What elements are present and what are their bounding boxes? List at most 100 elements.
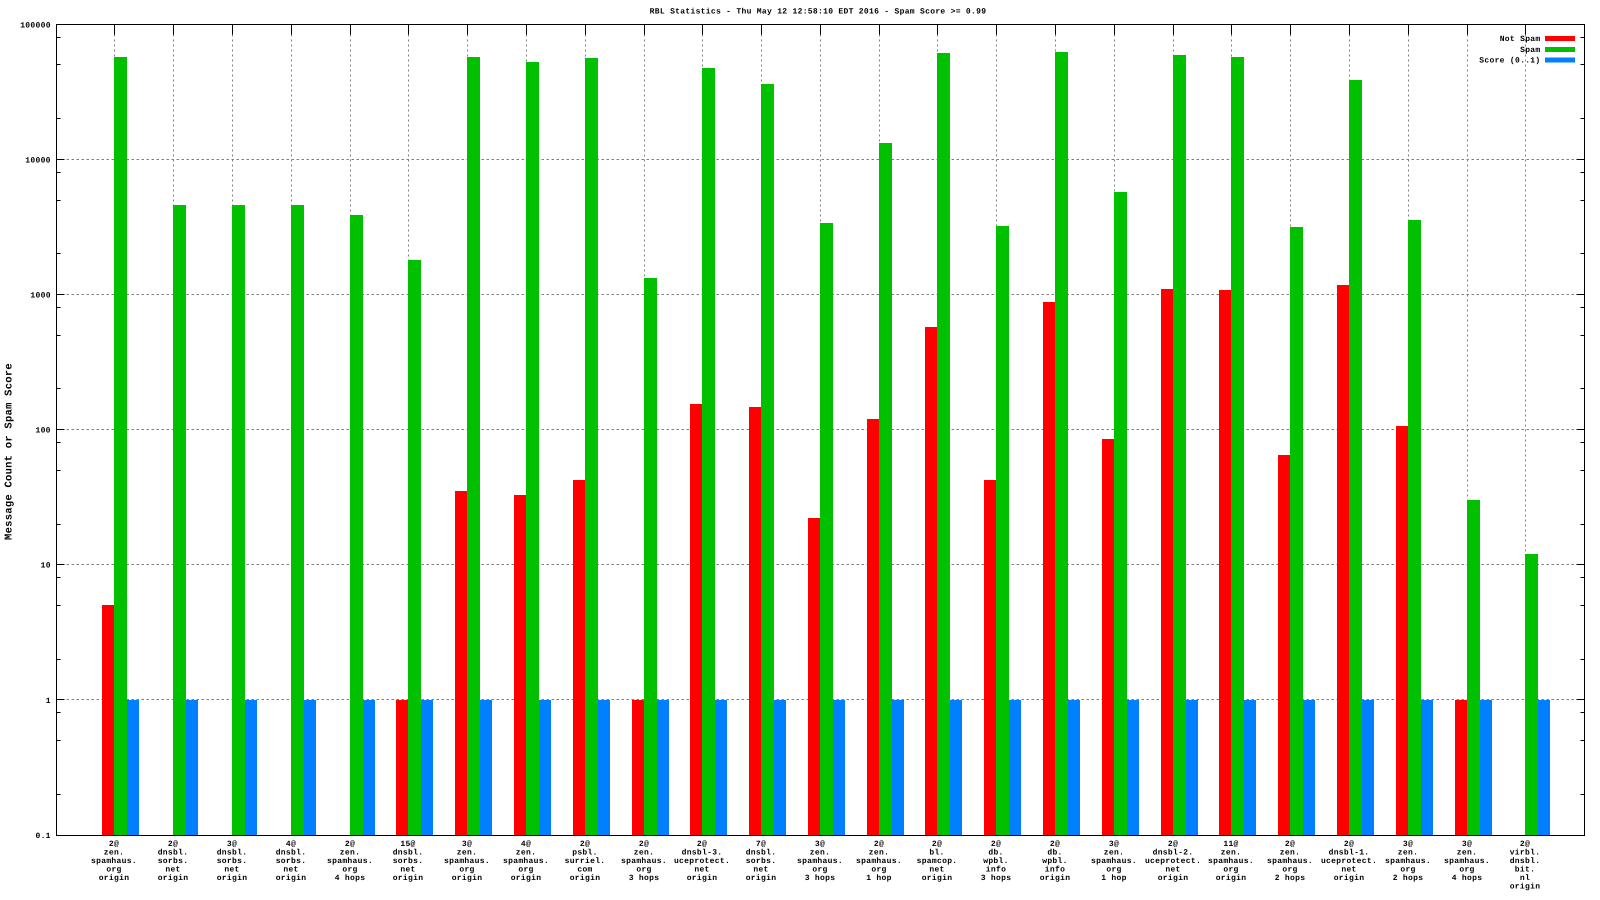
svg-text:2@: 2@: [991, 840, 1001, 849]
svg-text:2@: 2@: [1344, 840, 1354, 849]
svg-text:virbl.: virbl.: [1510, 849, 1541, 858]
svg-text:uceprotect.: uceprotect.: [1321, 857, 1377, 866]
svg-text:wpbl.: wpbl.: [1042, 857, 1068, 866]
svg-text:1 hop: 1 hop: [1101, 874, 1127, 883]
svg-text:net: net: [929, 866, 944, 875]
svg-text:db.: db.: [988, 849, 1003, 858]
svg-text:dnsbl.: dnsbl.: [217, 849, 248, 858]
svg-text:spamhaus.: spamhaus.: [91, 857, 137, 866]
svg-text:3 hops: 3 hops: [629, 874, 660, 883]
svg-text:1 hop: 1 hop: [866, 874, 892, 883]
svg-text:zen.: zen.: [634, 849, 654, 858]
svg-text:origin: origin: [452, 874, 483, 883]
svg-text:origin: origin: [687, 874, 718, 883]
svg-text:10: 10: [41, 562, 51, 571]
svg-text:net: net: [1165, 866, 1180, 875]
svg-text:spamhaus.: spamhaus.: [1385, 857, 1431, 866]
svg-text:zen.: zen.: [810, 849, 830, 858]
svg-text:info: info: [1045, 866, 1065, 875]
svg-text:dnsbl.: dnsbl.: [276, 849, 307, 858]
svg-text:3 hops: 3 hops: [805, 874, 836, 883]
svg-text:db.: db.: [1047, 849, 1062, 858]
svg-text:org: org: [1106, 866, 1121, 875]
svg-text:net: net: [224, 866, 239, 875]
svg-text:zen.: zen.: [1280, 849, 1300, 858]
svg-text:dnsbl.: dnsbl.: [1510, 857, 1541, 866]
svg-text:Spam: Spam: [1520, 46, 1540, 55]
svg-text:dnsbl-1.: dnsbl-1.: [1329, 849, 1370, 858]
svg-text:4 hops: 4 hops: [335, 874, 366, 883]
svg-text:spamcop.: spamcop.: [917, 857, 958, 866]
svg-text:psbl.: psbl.: [572, 849, 598, 858]
svg-text:zen.: zen.: [1221, 849, 1241, 858]
svg-text:origin: origin: [217, 874, 248, 883]
svg-text:11@: 11@: [1223, 840, 1238, 849]
svg-text:3@: 3@: [1109, 840, 1119, 849]
svg-text:net: net: [400, 866, 415, 875]
svg-text:zen.: zen.: [516, 849, 536, 858]
svg-text:2@: 2@: [639, 840, 649, 849]
svg-text:zen.: zen.: [1398, 849, 1418, 858]
svg-text:2@: 2@: [932, 840, 942, 849]
svg-text:RBL Statistics - Thu May 12 12: RBL Statistics - Thu May 12 12:58:10 EDT…: [650, 8, 987, 17]
svg-text:origin: origin: [570, 874, 601, 883]
svg-text:1000: 1000: [30, 292, 50, 301]
svg-text:origin: origin: [1334, 874, 1365, 883]
svg-text:sorbs.: sorbs.: [746, 857, 777, 866]
svg-text:spamhaus.: spamhaus.: [327, 857, 373, 866]
svg-text:spamhaus.: spamhaus.: [1444, 857, 1490, 866]
svg-text:origin: origin: [393, 874, 424, 883]
svg-text:zen.: zen.: [457, 849, 477, 858]
svg-text:zen.: zen.: [1457, 849, 1477, 858]
svg-text:origin: origin: [746, 874, 777, 883]
svg-text:2@: 2@: [345, 840, 355, 849]
svg-text:4 hops: 4 hops: [1452, 874, 1483, 883]
svg-text:4@: 4@: [286, 840, 296, 849]
svg-text:origin: origin: [1216, 874, 1247, 883]
svg-text:2@: 2@: [1168, 840, 1178, 849]
svg-text:4@: 4@: [521, 840, 531, 849]
svg-text:2@: 2@: [580, 840, 590, 849]
svg-text:sorbs.: sorbs.: [276, 857, 307, 866]
svg-text:origin: origin: [511, 874, 542, 883]
svg-text:3@: 3@: [1403, 840, 1413, 849]
svg-text:Message Count or Spam Score: Message Count or Spam Score: [4, 363, 16, 540]
svg-text:0.1: 0.1: [35, 832, 50, 841]
svg-text:sorbs.: sorbs.: [158, 857, 189, 866]
svg-text:origin: origin: [922, 874, 953, 883]
svg-text:org: org: [636, 866, 651, 875]
svg-text:origin: origin: [1040, 874, 1071, 883]
svg-text:dnsbl-3.: dnsbl-3.: [682, 849, 723, 858]
svg-text:origin: origin: [276, 874, 307, 883]
svg-text:org: org: [1459, 866, 1474, 875]
svg-text:net: net: [694, 866, 709, 875]
svg-text:2@: 2@: [1285, 840, 1295, 849]
svg-text:spamhaus.: spamhaus.: [1091, 857, 1137, 866]
svg-text:2@: 2@: [697, 840, 707, 849]
svg-text:dnsbl.: dnsbl.: [746, 849, 777, 858]
svg-text:origin: origin: [158, 874, 189, 883]
svg-text:10000: 10000: [25, 156, 51, 165]
svg-text:zen.: zen.: [340, 849, 360, 858]
svg-text:org: org: [1223, 866, 1238, 875]
svg-text:2 hops: 2 hops: [1275, 874, 1306, 883]
svg-text:1: 1: [46, 697, 51, 706]
svg-text:zen.: zen.: [869, 849, 889, 858]
svg-text:spamhaus.: spamhaus.: [856, 857, 902, 866]
svg-text:net: net: [1341, 866, 1356, 875]
svg-text:spamhaus.: spamhaus.: [1267, 857, 1313, 866]
svg-text:zen.: zen.: [1104, 849, 1124, 858]
svg-text:uceprotect.: uceprotect.: [674, 857, 730, 866]
svg-text:Not Spam: Not Spam: [1500, 35, 1541, 44]
svg-text:3@: 3@: [1462, 840, 1472, 849]
svg-text:net: net: [165, 866, 180, 875]
svg-text:3@: 3@: [462, 840, 472, 849]
svg-text:bl.: bl.: [929, 849, 944, 858]
svg-text:origin: origin: [99, 874, 130, 883]
svg-text:org: org: [518, 866, 533, 875]
svg-text:net: net: [753, 866, 768, 875]
svg-text:org: org: [812, 866, 827, 875]
svg-text:spamhaus.: spamhaus.: [797, 857, 843, 866]
svg-text:origin: origin: [1158, 874, 1189, 883]
svg-text:100: 100: [35, 427, 50, 436]
